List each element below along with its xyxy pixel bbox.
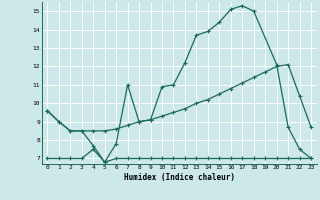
X-axis label: Humidex (Indice chaleur): Humidex (Indice chaleur) [124,173,235,182]
